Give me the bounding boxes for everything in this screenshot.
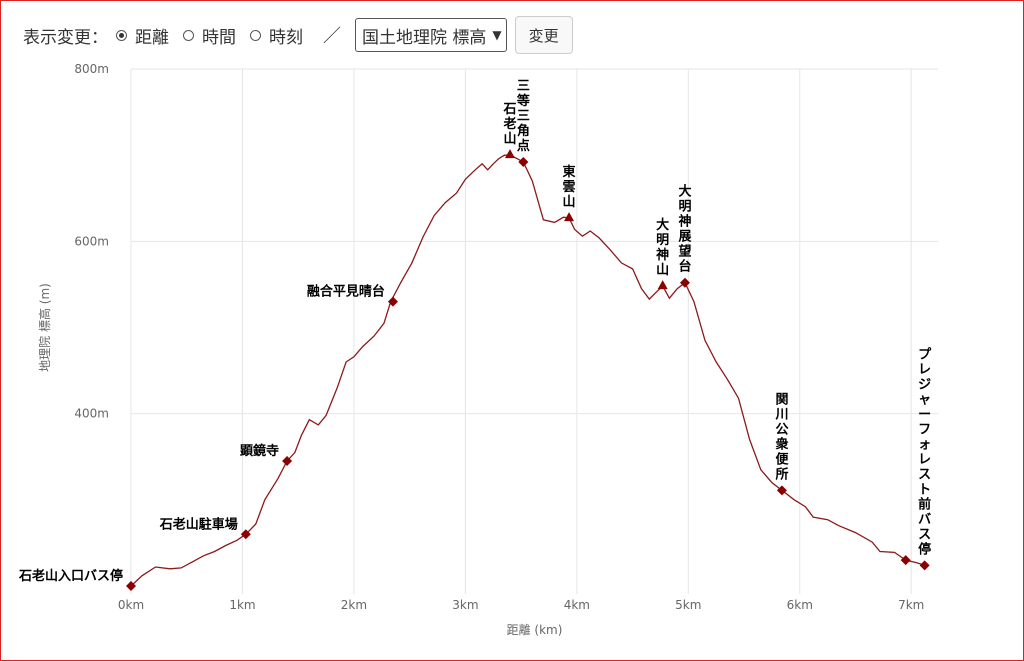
elevation-profile-line [130, 154, 925, 587]
waypoint-marker[interactable] [387, 296, 398, 307]
summit-marker[interactable] [504, 149, 515, 159]
waypoint-marker[interactable] [126, 581, 136, 591]
y-tick-label: 600m [74, 234, 109, 248]
x-tick-label: 4km [564, 598, 590, 612]
waypoint-label: 顕鏡寺 [240, 443, 279, 459]
radio-unchecked-icon [250, 29, 261, 41]
x-tick-label: 3km [452, 598, 478, 612]
radio-time-label: 時間 [202, 27, 236, 48]
x-axis-title: 距離 (km) [507, 623, 563, 637]
chevron-down-icon: ▼ [492, 28, 502, 42]
y-tick-label: 400m [74, 407, 109, 421]
waypoint-label: 石老山入口バス停 [18, 568, 123, 584]
x-tick-label: 0km [118, 598, 144, 612]
change-button[interactable]: 変更 [514, 16, 573, 54]
x-tick-label: 7km [898, 598, 924, 612]
waypoint-marker[interactable] [679, 277, 690, 288]
elevation-source-select[interactable]: 国土地理院 標高 ▼ [355, 18, 507, 52]
radio-unchecked-icon [183, 29, 194, 41]
x-tick-label: 5km [675, 598, 701, 612]
radio-distance-label: 距離 [135, 27, 169, 48]
waypoint-label: 大明神展望台 [678, 184, 692, 275]
display-change-label: 表示変更： [23, 27, 108, 48]
waypoint-label: 融合平見晴台 [307, 284, 385, 300]
waypoint-label: 東雲山 [563, 164, 576, 210]
waypoint-marker[interactable] [282, 456, 293, 467]
y-tick-label: 800m [74, 62, 109, 76]
radio-clock-label: 時刻 [269, 27, 303, 48]
waypoint-label: 関川公衆便所 [774, 392, 789, 482]
toolbar: 表示変更： 距離 時間 時刻 ／ 国土地理院 標高 ▼ 変更 [23, 16, 573, 54]
waypoint-marker[interactable] [518, 157, 529, 168]
waypoint-marker[interactable] [776, 485, 787, 496]
waypoint-label: プレジャーフォレスト前バス停 [918, 347, 932, 557]
x-tick-label: 6km [787, 598, 813, 612]
waypoint-label: 石老山駐車場 [159, 516, 238, 532]
x-tick-label: 1km [229, 598, 255, 612]
waypoint-label: 石老山 [502, 102, 516, 147]
waypoint-marker[interactable] [900, 555, 911, 566]
radio-clock[interactable]: 時刻 [250, 23, 303, 48]
radio-distance[interactable]: 距離 [116, 23, 169, 48]
radio-time[interactable]: 時間 [183, 23, 236, 48]
summit-marker[interactable] [657, 280, 668, 290]
summit-marker[interactable] [564, 212, 575, 222]
waypoint-marker[interactable] [240, 529, 251, 540]
y-axis-title: 地理院 標高 (m) [37, 283, 52, 372]
radio-checked-icon [116, 29, 127, 41]
select-value: 国土地理院 標高 [362, 27, 487, 48]
x-tick-label: 2km [341, 598, 367, 612]
waypoint-marker[interactable] [919, 560, 930, 571]
separator: ／ [323, 26, 341, 47]
waypoint-label: 三等三角点 [516, 79, 530, 154]
waypoint-label: 大明神山 [656, 217, 669, 278]
